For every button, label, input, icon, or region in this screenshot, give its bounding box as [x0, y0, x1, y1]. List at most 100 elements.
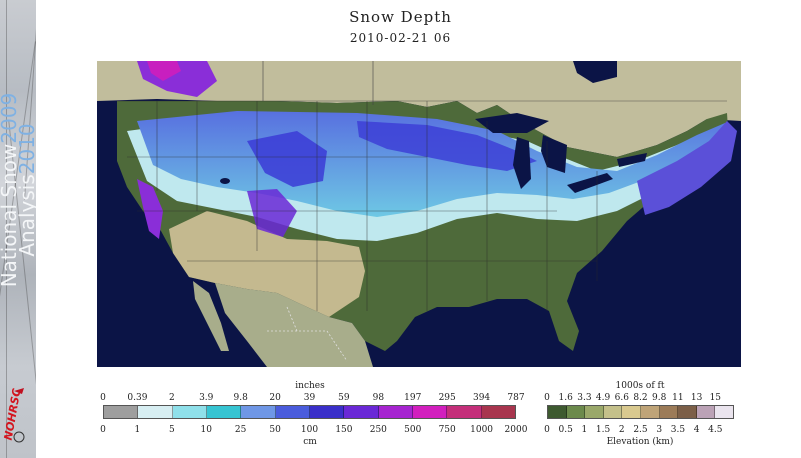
legend-swatch [678, 406, 697, 418]
state-boundaries [117, 100, 727, 311]
legend-tick-label: 1 [134, 425, 141, 435]
legend-tick-label: 8.2 [633, 393, 648, 403]
legend-tick-label: 0 [544, 425, 550, 435]
legend-tick-label: 787 [507, 393, 525, 403]
legend-swatch [309, 406, 345, 418]
legend-swatch [206, 406, 242, 418]
legend-tick-label: 2 [618, 425, 625, 435]
lake-superior [475, 113, 549, 133]
legend-swatch [481, 406, 515, 418]
legend-swatch [585, 406, 604, 418]
legend-tick-label: 9.8 [233, 393, 248, 403]
lake-michigan [513, 137, 531, 189]
legend-tick-label: 98 [372, 393, 385, 403]
southwest-desert [169, 211, 365, 317]
map-title: Snow Depth [349, 8, 452, 26]
legend-tick-label: 13 [690, 393, 703, 403]
snow-depth-map [97, 61, 741, 367]
baja-peninsula [193, 281, 229, 351]
hudson-bay [573, 61, 617, 83]
legend-swatch [548, 406, 567, 418]
legend-tick-label: 39 [303, 393, 316, 403]
legend-tick-label: 0 [544, 393, 550, 403]
legend-tick-label: 4.5 [708, 425, 723, 435]
legend-tick-label: 250 [369, 425, 387, 435]
legend-tick-label: 394 [472, 393, 491, 403]
legend-tick-label: 25 [234, 425, 247, 435]
legend-tick-label: 150 [335, 425, 353, 435]
legend-tick-label: 10 [200, 425, 212, 435]
snow-northeast [637, 121, 737, 215]
legend-tick-label: 0 [100, 425, 106, 435]
snow-legend-unit-cm: cm [303, 437, 317, 447]
side-banner: National Snow2009 Analysis2010 NOHRSC [0, 0, 36, 458]
legend-tick-label: 295 [438, 393, 456, 403]
legend-swatch [172, 406, 207, 418]
legend-tick-label: 11 [672, 393, 684, 403]
elevation-legend-unit-ft: 1000s of ft [615, 381, 665, 391]
mexico-land [215, 283, 373, 367]
snow-magenta-north [147, 61, 181, 81]
legend-tick-label: 59 [338, 393, 350, 403]
canada-boundary [262, 61, 374, 105]
elevation-legend-unit-km: Elevation (km) [606, 437, 674, 447]
snow-deep [357, 121, 537, 171]
legend-tick-label: 9.8 [652, 393, 667, 403]
legend-tick-label: 3.5 [670, 425, 686, 435]
elevation-legend-bar [547, 405, 734, 419]
snow-purple-rockies [247, 189, 297, 237]
legend-swatch [104, 406, 139, 418]
legend-tick-label: 15 [709, 393, 722, 403]
legend-swatch [640, 406, 660, 418]
banner-title: National Snow2009 Analysis2010 [0, 92, 36, 288]
legend-tick-label: 3.3 [577, 393, 592, 403]
legend-swatch [603, 406, 623, 418]
legend-swatch [412, 406, 448, 418]
lake-huron [541, 135, 567, 173]
legend-swatch [566, 406, 586, 418]
snow-deep-west [247, 131, 327, 187]
legend-tick-label: 3 [656, 425, 663, 435]
legend-tick-label: 4 [693, 425, 700, 435]
legend-tick-label: 2 [168, 393, 175, 403]
mexico-boundaries [267, 306, 348, 362]
legend-tick-label: 1000 [470, 425, 494, 435]
snow-purple-sierra [137, 179, 163, 239]
great-salt-lake [220, 178, 230, 184]
legend-tick-label: 2000 [504, 425, 528, 435]
legend-tick-label: 750 [438, 425, 456, 435]
legend-tick-label: 0 [100, 393, 106, 403]
legend-tick-label: 500 [404, 425, 422, 435]
legend-swatch [659, 406, 679, 418]
legend-tick-label: 1.6 [558, 393, 573, 403]
legend-tick-label: 1.5 [595, 425, 611, 435]
canada-land [97, 61, 741, 157]
legend-tick-label: 6.6 [614, 393, 629, 403]
legend-swatch [241, 406, 276, 418]
legend-swatch [447, 406, 482, 418]
snow-legend-unit-inches: inches [295, 381, 325, 391]
lake-erie [567, 173, 613, 193]
legend-tick-label: 0.39 [127, 393, 148, 403]
nohrsc-logo: NOHRSC [3, 388, 25, 443]
legend-tick-label: 5 [168, 425, 175, 435]
legend-tick-label: 100 [300, 425, 319, 435]
legend-tick-label: 197 [404, 393, 422, 403]
legend-swatch [138, 406, 173, 418]
legend-tick-label: 2.5 [633, 425, 648, 435]
snow-legend-bar [103, 405, 516, 419]
legend-tick-label: 3.9 [199, 393, 214, 403]
legend-swatch [715, 406, 733, 418]
legend-swatch [378, 406, 413, 418]
legend-tick-label: 20 [269, 393, 281, 403]
legend-swatch [622, 406, 641, 418]
legend-swatch [275, 406, 310, 418]
legend-tick-label: 1 [581, 425, 588, 435]
legend-swatch [344, 406, 379, 418]
legend-tick-label: 4.9 [595, 393, 611, 403]
legend-tick-label: 50 [269, 425, 281, 435]
lake-ontario [617, 153, 647, 167]
legend-tick-label: 0.5 [558, 425, 573, 435]
legend-swatch [696, 406, 716, 418]
svg-text:NOHRSC: NOHRSC [3, 388, 23, 442]
